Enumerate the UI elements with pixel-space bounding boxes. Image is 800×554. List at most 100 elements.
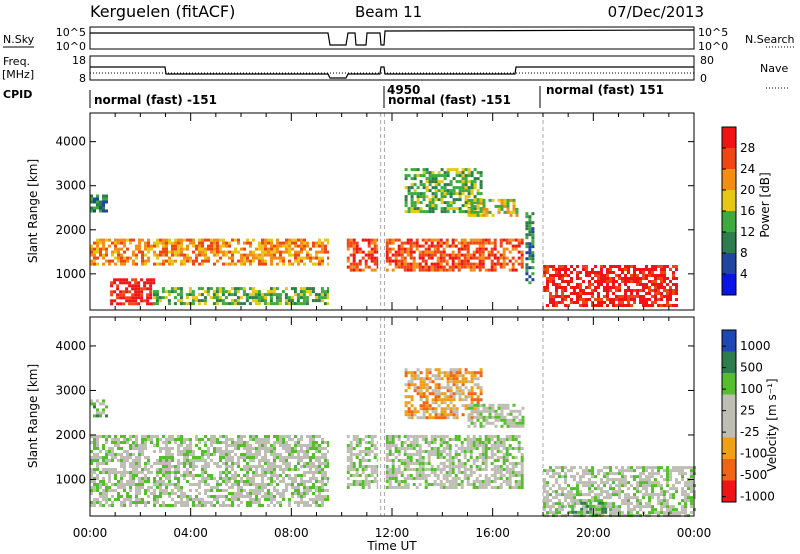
echo-cell xyxy=(645,493,648,497)
echo-cell xyxy=(455,180,459,184)
echo-cell xyxy=(282,250,285,254)
echo-cell xyxy=(346,247,350,251)
echo-cell xyxy=(270,241,273,245)
echo-cell xyxy=(452,392,456,396)
echo-cell xyxy=(493,265,497,269)
echo-cell xyxy=(213,504,216,507)
echo-cell xyxy=(294,244,297,248)
echo-cell xyxy=(461,168,465,172)
echo-cell xyxy=(416,374,420,378)
echo-cell xyxy=(531,242,535,246)
echo-cell xyxy=(141,444,144,447)
echo-cell xyxy=(129,480,132,483)
echo-cell xyxy=(140,290,144,294)
echo-cell xyxy=(96,474,99,477)
echo-cell xyxy=(609,268,612,271)
echo-cell xyxy=(273,489,276,492)
echo-cell xyxy=(254,296,258,300)
echo-cell xyxy=(525,221,529,225)
echo-cell xyxy=(460,447,464,450)
echo-cell xyxy=(249,259,252,263)
echo-cell xyxy=(606,298,609,301)
echo-cell xyxy=(355,250,359,254)
echo-cell xyxy=(455,168,459,172)
echo-cell xyxy=(657,265,660,268)
echo-cell xyxy=(651,493,654,497)
echo-cell xyxy=(473,213,477,217)
echo-cell xyxy=(463,477,467,480)
echo-cell xyxy=(284,293,288,297)
echo-cell xyxy=(270,468,273,471)
colorbar-tick-label: 12 xyxy=(740,225,755,239)
echo-cell xyxy=(496,441,500,444)
echo-cell xyxy=(96,203,99,207)
echo-cell xyxy=(520,483,524,486)
echo-cell xyxy=(481,259,485,263)
echo-cell xyxy=(156,495,159,498)
echo-cell xyxy=(174,238,177,242)
echo-cell xyxy=(561,292,564,295)
echo-cell xyxy=(624,484,627,488)
echo-cell xyxy=(597,295,600,298)
echo-cell xyxy=(470,421,474,425)
echo-cell xyxy=(105,462,108,465)
echo-cell xyxy=(624,283,627,286)
echo-cell xyxy=(403,447,407,450)
echo-cell xyxy=(651,511,654,515)
echo-cell xyxy=(394,265,398,269)
echo-cell xyxy=(558,274,561,277)
echo-cell xyxy=(669,475,672,479)
echo-cell xyxy=(479,180,483,184)
echo-cell xyxy=(473,424,477,428)
echo-cell xyxy=(630,475,633,479)
echo-cell xyxy=(290,299,294,303)
echo-cell xyxy=(627,481,630,485)
echo-cell xyxy=(285,441,288,444)
echo-cell xyxy=(156,462,159,465)
echo-cell xyxy=(466,450,470,453)
echo-cell xyxy=(258,465,261,468)
echo-cell xyxy=(511,468,515,471)
echo-cell xyxy=(323,290,327,294)
echo-cell xyxy=(481,483,485,486)
echo-cell xyxy=(555,301,558,304)
echo-cell xyxy=(165,468,168,471)
echo-cell xyxy=(388,474,392,477)
echo-cell xyxy=(624,493,627,497)
echo-cell xyxy=(409,456,413,459)
echo-cell xyxy=(499,483,503,486)
echo-cell xyxy=(497,210,501,214)
echo-cell xyxy=(421,450,425,453)
echo-cell xyxy=(355,247,359,251)
echo-cell xyxy=(458,386,462,390)
echo-cell xyxy=(460,471,464,474)
echo-cell xyxy=(582,280,585,283)
echo-cell xyxy=(102,408,105,412)
echo-cell xyxy=(135,483,138,486)
echo-cell xyxy=(600,469,603,473)
echo-cell xyxy=(490,486,494,489)
echo-cell xyxy=(297,244,300,248)
echo-cell xyxy=(561,301,564,304)
echo-cell xyxy=(216,501,219,504)
echo-cell xyxy=(467,195,471,199)
echo-cell xyxy=(318,244,321,248)
echo-cell xyxy=(219,247,222,251)
echo-cell xyxy=(309,480,312,483)
echo-cell xyxy=(321,489,324,492)
echo-cell xyxy=(123,486,126,489)
echo-cell xyxy=(255,447,258,450)
echo-cell xyxy=(297,253,300,257)
echo-cell xyxy=(460,241,464,245)
echo-cell xyxy=(99,435,102,438)
echo-cell xyxy=(654,295,657,298)
echo-cell xyxy=(240,453,243,456)
echo-cell xyxy=(219,250,222,254)
nsky-label: N.Sky xyxy=(3,33,35,46)
echo-cell xyxy=(110,299,114,303)
echo-cell xyxy=(409,435,413,438)
echo-cell xyxy=(508,238,512,242)
echo-cell xyxy=(291,468,294,471)
echo-cell xyxy=(400,462,404,465)
echo-cell xyxy=(582,289,585,292)
